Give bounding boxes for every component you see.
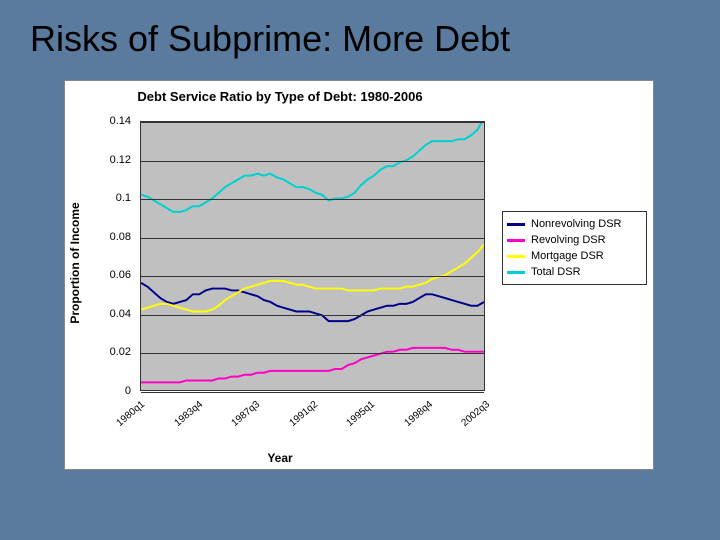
chart-svg — [141, 122, 484, 390]
chart-title: Debt Service Ratio by Type of Debt: 1980… — [65, 89, 495, 104]
legend-label: Nonrevolving DSR — [531, 218, 621, 230]
y-axis-title: Proportion of Income — [68, 202, 82, 323]
plot-area — [140, 121, 485, 391]
legend-swatch — [507, 255, 525, 258]
y-tick-label: 0 — [91, 385, 131, 397]
x-axis-title: Year — [65, 451, 495, 465]
legend-label: Revolving DSR — [531, 234, 606, 246]
x-tick-label: 1983q4 — [159, 399, 204, 440]
legend-item: Revolving DSR — [507, 232, 642, 248]
y-tick-label: 0.06 — [91, 269, 131, 281]
legend-item: Total DSR — [507, 264, 642, 280]
legend-swatch — [507, 223, 525, 226]
gridline — [141, 199, 484, 200]
gridline — [141, 353, 484, 354]
y-tick-label: 0.12 — [91, 154, 131, 166]
gridline — [141, 276, 484, 277]
y-tick-label: 0.1 — [91, 192, 131, 204]
legend-label: Total DSR — [531, 266, 581, 278]
slide-title: Risks of Subprime: More Debt — [30, 18, 696, 60]
x-tick-label: 1991q2 — [274, 399, 319, 440]
legend: Nonrevolving DSR Revolving DSR Mortgage DS… — [502, 211, 647, 285]
gridline — [141, 392, 484, 393]
legend-swatch — [507, 271, 525, 274]
series-line — [141, 244, 484, 311]
legend-label: Mortgage DSR — [531, 250, 604, 262]
gridline — [141, 238, 484, 239]
y-tick-label: 0.14 — [91, 115, 131, 127]
x-tick-label: 1980q1 — [102, 399, 147, 440]
legend-item: Nonrevolving DSR — [507, 216, 642, 232]
gridline — [141, 161, 484, 162]
chart-container: Debt Service Ratio by Type of Debt: 1980… — [64, 80, 654, 470]
gridline — [141, 122, 484, 123]
y-tick-label: 0.08 — [91, 231, 131, 243]
gridline — [141, 315, 484, 316]
legend-swatch — [507, 239, 525, 242]
x-tick-label: 1987q3 — [217, 399, 262, 440]
legend-item: Mortgage DSR — [507, 248, 642, 264]
x-tick-label: 1998q4 — [389, 399, 434, 440]
y-tick-label: 0.02 — [91, 346, 131, 358]
x-tick-label: 2002q3 — [447, 399, 492, 440]
x-tick-label: 1995q1 — [332, 399, 377, 440]
y-tick-label: 0.04 — [91, 308, 131, 320]
